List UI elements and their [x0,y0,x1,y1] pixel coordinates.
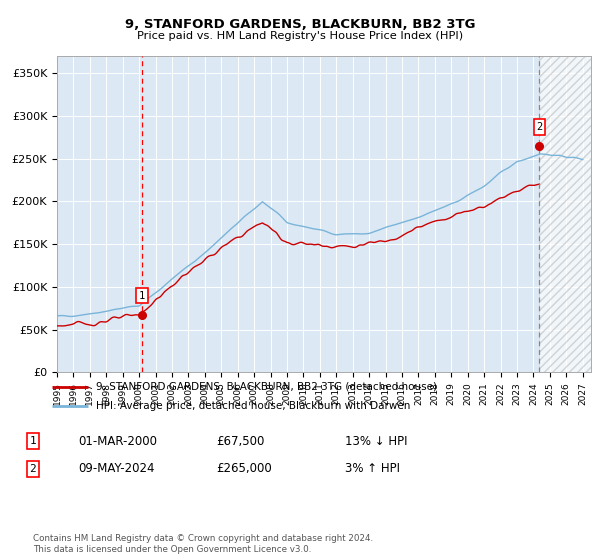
Text: Price paid vs. HM Land Registry's House Price Index (HPI): Price paid vs. HM Land Registry's House … [137,31,463,41]
Text: 9, STANFORD GARDENS, BLACKBURN, BB2 3TG (detached house): 9, STANFORD GARDENS, BLACKBURN, BB2 3TG … [96,382,437,392]
Text: 3% ↑ HPI: 3% ↑ HPI [345,462,400,475]
Text: 2: 2 [536,122,542,132]
Text: 01-MAR-2000: 01-MAR-2000 [78,435,157,448]
Text: 9, STANFORD GARDENS, BLACKBURN, BB2 3TG: 9, STANFORD GARDENS, BLACKBURN, BB2 3TG [125,18,475,31]
Text: 1: 1 [29,436,37,446]
Text: 13% ↓ HPI: 13% ↓ HPI [345,435,407,448]
Text: £67,500: £67,500 [216,435,265,448]
Text: 09-MAY-2024: 09-MAY-2024 [78,462,155,475]
Bar [539,56,591,372]
Text: 1: 1 [139,291,145,301]
Text: 2: 2 [29,464,37,474]
Text: £265,000: £265,000 [216,462,272,475]
Text: HPI: Average price, detached house, Blackburn with Darwen: HPI: Average price, detached house, Blac… [96,401,410,411]
Text: Contains HM Land Registry data © Crown copyright and database right 2024.
This d: Contains HM Land Registry data © Crown c… [33,534,373,554]
